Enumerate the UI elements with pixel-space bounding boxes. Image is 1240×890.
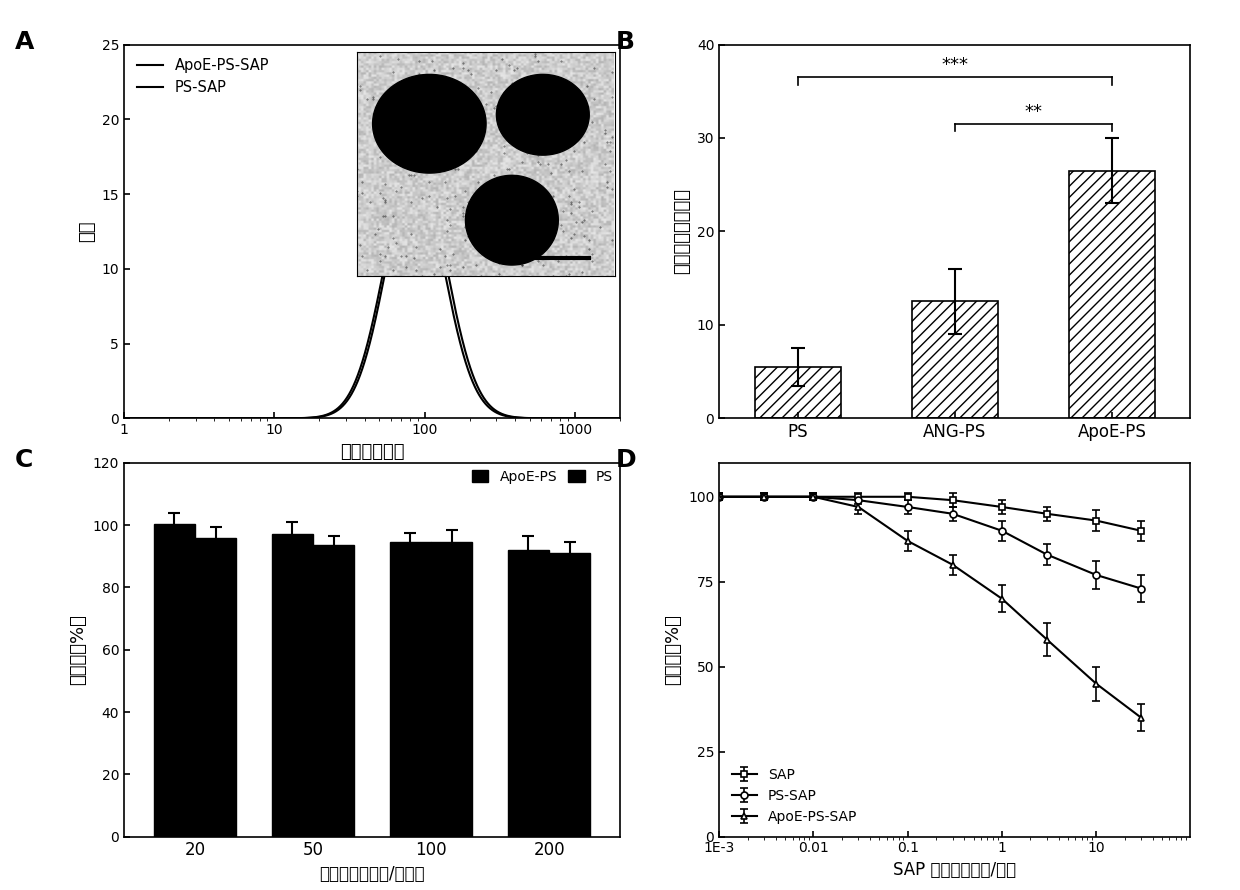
Text: D: D	[615, 448, 636, 472]
Text: B: B	[615, 29, 635, 53]
Text: C: C	[15, 448, 33, 472]
Bar	[154, 523, 195, 837]
Y-axis label: 穿透率（百分比）: 穿透率（百分比）	[673, 189, 691, 274]
X-axis label: 载体浓度（微克/毫升）: 载体浓度（微克/毫升）	[319, 865, 425, 883]
Bar	[549, 553, 590, 837]
Bar	[195, 538, 236, 837]
Bar	[1069, 171, 1154, 418]
Y-axis label: 存活率（%）: 存活率（%）	[69, 614, 87, 685]
Y-axis label: 存活率（%）: 存活率（%）	[665, 614, 682, 685]
Bar	[754, 367, 841, 418]
Bar	[389, 542, 432, 837]
Bar	[272, 534, 312, 837]
Y-axis label: 强度: 强度	[78, 221, 95, 242]
Bar	[432, 542, 472, 837]
Legend: SAP, PS-SAP, ApoE-PS-SAP: SAP, PS-SAP, ApoE-PS-SAP	[727, 763, 863, 829]
X-axis label: SAP 浓度（纳摩尔/升）: SAP 浓度（纳摩尔/升）	[893, 861, 1017, 879]
Legend: ApoE-PS-SAP, PS-SAP: ApoE-PS-SAP, PS-SAP	[131, 52, 275, 101]
Bar	[312, 546, 355, 837]
Bar	[911, 302, 998, 418]
Text: ***: ***	[941, 56, 968, 75]
Legend: ApoE-PS, PS: ApoE-PS, PS	[471, 470, 613, 484]
Bar	[508, 550, 549, 837]
X-axis label: 粒径（纳米）: 粒径（纳米）	[340, 442, 404, 461]
Text: A: A	[15, 29, 35, 53]
Text: **: **	[1024, 103, 1043, 121]
